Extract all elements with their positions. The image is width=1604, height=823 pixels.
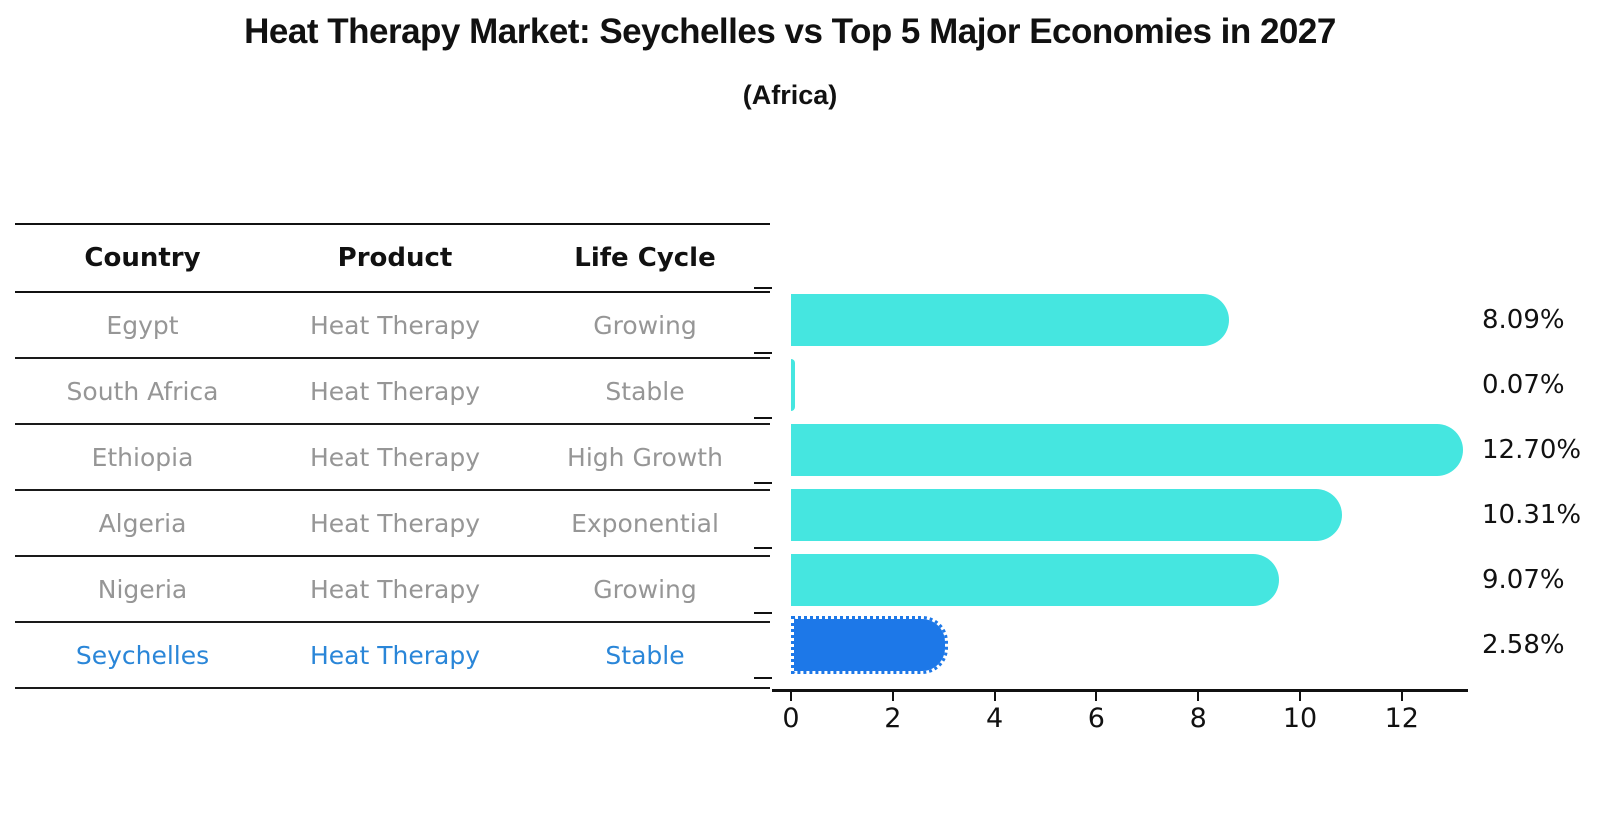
x-tick-mark-6 (1095, 692, 1098, 701)
y-tick-mark (754, 351, 772, 354)
value-label-nigeria: 9.07% (1482, 565, 1565, 595)
cell-country: Egypt (106, 310, 179, 340)
table-row-south-africa: South Africa Heat Therapy Stable (15, 359, 770, 425)
x-tick-label-0: 0 (782, 703, 800, 734)
y-tick-mark (754, 286, 772, 289)
bar-nigeria (791, 553, 1279, 606)
cell-product: Heat Therapy (309, 508, 480, 538)
cell-life-cycle: Stable (605, 376, 685, 406)
y-tick-mark (754, 546, 772, 549)
x-tick-label-6: 6 (1087, 703, 1105, 734)
table-row-nigeria: Nigeria Heat Therapy Growing (15, 557, 770, 623)
bar-row-south-africa: 0.07% (740, 353, 1604, 418)
x-tick-mark-12 (1400, 692, 1403, 701)
bar-egypt (791, 293, 1229, 346)
x-tick-mark-0 (790, 692, 792, 701)
x-tick-mark-8 (1197, 692, 1200, 701)
value-label-egypt: 8.09% (1482, 305, 1565, 335)
cell-life-cycle: Growing (593, 574, 697, 604)
cell-country: Ethiopia (91, 442, 194, 472)
bar-row-seychelles: 2.58% (740, 613, 1604, 678)
y-tick-mark (754, 676, 772, 679)
cell-product: Heat Therapy (309, 442, 480, 472)
table-row-egypt: Egypt Heat Therapy Growing (15, 293, 770, 359)
x-tick-mark-4 (993, 692, 996, 701)
column-header-product: Product (337, 243, 453, 273)
country-table: Country Product Life Cycle Egypt Heat The… (15, 223, 770, 689)
y-tick-mark (754, 481, 772, 484)
x-axis-line (772, 689, 1468, 692)
value-label-seychelles: 2.58% (1482, 630, 1565, 660)
y-tick-mark (754, 611, 772, 614)
table-row-ethiopia: Ethiopia Heat Therapy High Growth (15, 425, 770, 491)
cell-country: Nigeria (97, 574, 188, 604)
value-label-ethiopia: 12.70% (1482, 435, 1582, 465)
table-row-algeria: Algeria Heat Therapy Exponential (15, 491, 770, 557)
cell-life-cycle: Exponential (571, 508, 719, 538)
x-tick-label-8: 8 (1189, 703, 1207, 734)
bar-ethiopia (791, 423, 1464, 476)
column-header-country: Country (84, 243, 201, 273)
cell-life-cycle: High Growth (567, 442, 723, 472)
cell-product: Heat Therapy (309, 310, 480, 340)
table-row-seychelles: Seychelles Heat Therapy Stable (15, 623, 770, 689)
y-tick-mark (754, 416, 772, 419)
cell-country: South Africa (66, 376, 219, 406)
chart-subtitle: (Africa) (742, 80, 838, 110)
value-label-algeria: 10.31% (1482, 500, 1582, 530)
bar-row-algeria: 10.31% (740, 483, 1604, 548)
cell-country: Algeria (98, 508, 187, 538)
highlight-bar-seychelles (791, 615, 949, 674)
bar-south-africa (791, 358, 795, 411)
x-tick-label-2: 2 (884, 703, 902, 734)
cell-product: Heat Therapy (309, 376, 480, 406)
x-tick-label-10: 10 (1282, 703, 1318, 734)
x-tick-label-12: 12 (1384, 703, 1419, 734)
table-body: Egypt Heat Therapy Growing South Africa Heat… (15, 293, 770, 689)
table-header-row: Country Product Life Cycle (15, 225, 770, 293)
x-tick-mark-10 (1299, 692, 1301, 701)
cell-life-cycle: Stable (605, 640, 685, 670)
x-tick-label-4: 4 (986, 703, 1004, 734)
column-header-life-cycle: Life Cycle (574, 243, 716, 273)
cell-country: Seychelles (75, 640, 210, 670)
cell-product: Heat Therapy (309, 640, 480, 670)
x-tick-mark-2 (891, 692, 894, 701)
cell-product: Heat Therapy (309, 574, 480, 604)
chart-title: Heat Therapy Market: Seychelles vs Top 5… (244, 12, 1336, 51)
bar-row-nigeria: 9.07% (740, 548, 1604, 613)
bar-chart: 8.09% 0.07% 12.70% 10.31% 9.07% 2.58% 0 2 4 6 8 10… (740, 270, 1604, 770)
cell-life-cycle: Growing (593, 310, 697, 340)
bar-row-egypt: 8.09% (740, 288, 1604, 353)
value-label-south-africa: 0.07% (1482, 370, 1565, 400)
bar-algeria (791, 488, 1342, 541)
bar-row-ethiopia: 12.70% (740, 418, 1604, 483)
